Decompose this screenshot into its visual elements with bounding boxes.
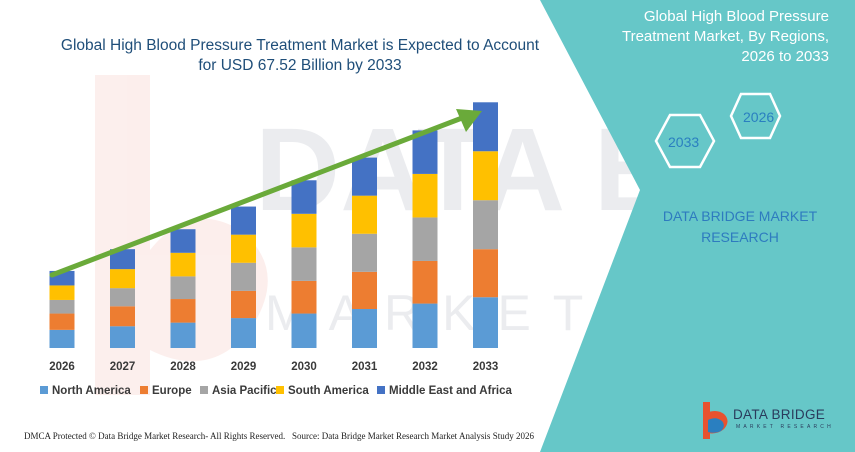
bar-2028-series-4 [170,229,196,253]
x-tick-label: 2027 [110,361,136,373]
bar-2027-series-0 [110,326,135,348]
bar-2033-series-2 [473,200,498,250]
right-teal-panel [540,0,855,452]
legend-label: North America [52,385,131,397]
bar-2029-series-0 [231,318,256,348]
footer-copyright: DMCA Protected © Data Bridge Market Rese… [24,431,286,441]
legend-swatch [200,386,208,394]
bar-2028-series-0 [170,322,196,348]
logo-name: DATA BRIDGE [733,407,826,422]
bar-2029-series-4 [231,206,256,235]
panel-brand-text: DATA BRIDGE MARKET RESEARCH [662,208,818,245]
data-bridge-logo-mark [703,402,728,439]
x-tick-label: 2030 [291,361,317,373]
bar-2032-series-2 [412,217,438,261]
bar-2026-series-0 [49,329,75,348]
bar-2027-series-4 [110,249,135,270]
bar-2028-series-1 [170,299,196,323]
bar-2026-series-2 [49,299,75,314]
legend-swatch [40,386,48,394]
hexagon-2026: 2026 [729,92,782,140]
legend-swatch [276,386,284,394]
legend-label: South America [288,385,369,397]
legend-swatch [377,386,385,394]
legend-label: Europe [152,385,192,397]
bar-2032-series-3 [412,173,438,218]
legend-swatch [140,386,148,394]
hex-label-2033: 2033 [668,134,699,150]
bar-2029-series-2 [231,262,256,291]
bar-2026-series-3 [49,285,75,300]
logo-tagline: MARKET RESEARCH [736,424,834,430]
bar-2031-series-0 [352,309,377,348]
bar-2030-series-3 [291,213,317,248]
x-tick-label: 2033 [473,361,499,373]
bar-2027-series-3 [110,269,135,289]
bar-2027-series-2 [110,288,135,307]
chart-title: Global High Blood Pressure Treatment Mar… [60,37,540,74]
legend-label: Asia Pacific [212,385,277,397]
footer-source: Source: Data Bridge Market Research Mark… [292,431,534,441]
hexagon-2033: 2033 [654,113,716,169]
bar-2029-series-1 [231,290,256,319]
bar-2028-series-3 [170,252,196,277]
bar-2032-series-0 [412,303,438,348]
chart-legend: North America Europe Asia Pacific South Ame… [40,385,513,397]
bar-2030-series-2 [291,247,317,281]
bar-2033-series-1 [473,249,498,298]
bar-2028-series-2 [170,276,196,300]
panel-title: Global High Blood Pressure Treatment Mar… [621,8,829,65]
bar-2033-series-3 [473,151,498,201]
x-tick-label: 2028 [170,361,196,373]
growth-arrow [49,109,482,278]
bar-2031-series-3 [352,195,377,234]
bar-2030-series-4 [291,180,317,214]
bar-2030-series-1 [291,280,317,314]
x-axis-labels: 2026 2027 2028 2029 2030 2031 2032 2033 [49,361,498,373]
bar-2027-series-1 [110,306,135,327]
bar-2029-series-3 [231,234,256,263]
bar-2031-series-2 [352,233,377,272]
bar-2033-series-4 [473,102,498,152]
x-tick-label: 2026 [49,361,75,373]
bar-2032-series-1 [412,260,438,304]
legend-label: Middle East and Africa [389,385,513,397]
bar-2030-series-0 [291,313,317,348]
bar-2031-series-1 [352,271,377,310]
bar-2031-series-4 [352,157,377,196]
bar-2026-series-1 [49,313,75,330]
x-tick-label: 2029 [231,361,257,373]
bar-2033-series-0 [473,297,498,348]
x-tick-label: 2031 [352,361,378,373]
x-tick-label: 2032 [412,361,438,373]
chart-bars [49,102,498,348]
hex-label-2026: 2026 [743,109,774,125]
